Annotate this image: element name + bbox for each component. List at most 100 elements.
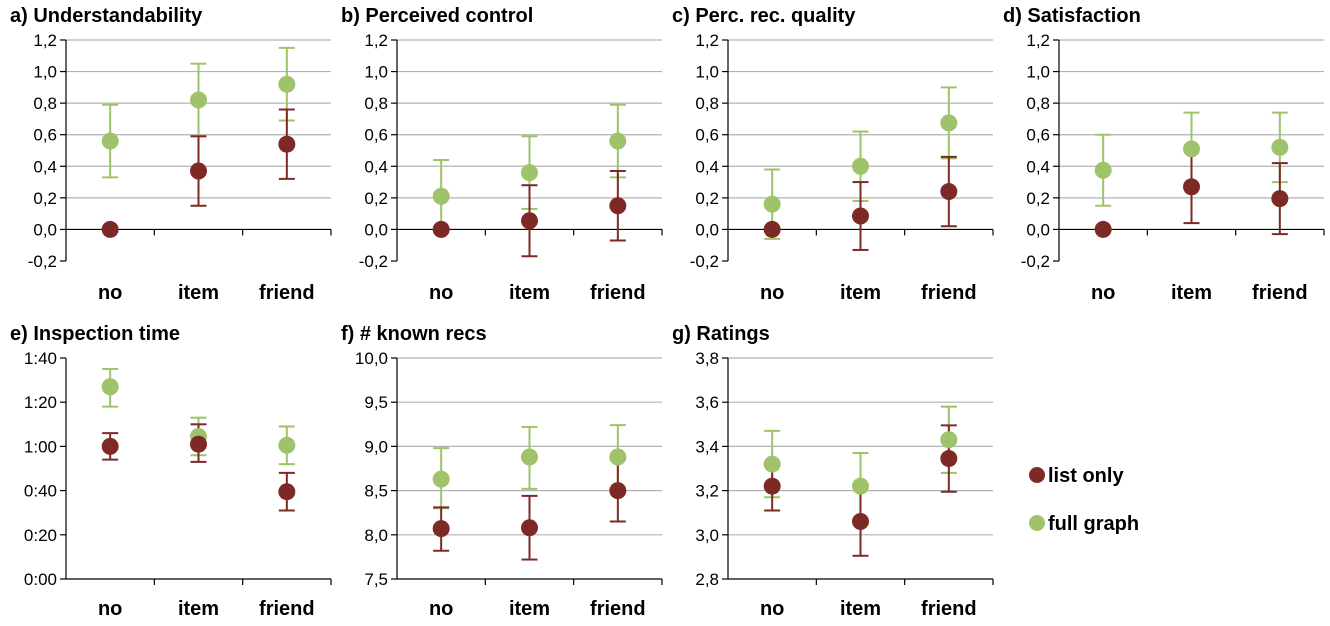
y-tick-label: -0,2 (28, 252, 57, 271)
data-point-full-graph (763, 195, 781, 213)
y-tick-label: 1,2 (695, 31, 719, 50)
legend: list only full graph (1029, 465, 1139, 535)
x-tick-label: item (178, 598, 219, 620)
x-tick-label: no (1091, 282, 1115, 304)
legend-label: full graph (1048, 513, 1139, 535)
y-tick-label: 0,4 (33, 157, 57, 176)
data-point-full-graph (940, 114, 958, 132)
y-tick-label: 0,6 (364, 126, 388, 145)
y-tick-label: 0,8 (695, 94, 719, 113)
legend-item-list-only: list only (1029, 465, 1124, 487)
chart-title: d) Satisfaction (1003, 5, 1141, 27)
x-tick-label: no (429, 282, 453, 304)
data-point-list-only (852, 513, 869, 531)
chart-panel-a: a) Understandability -0,2 0,0 0,2 0,4 0,6 0,8 1… (10, 5, 332, 304)
y-tick-label: 0,4 (1026, 157, 1050, 176)
data-point-list-only (190, 435, 207, 453)
x-tick-label: no (98, 282, 122, 304)
data-point-list-only (521, 519, 538, 537)
y-tick-label: 1,0 (695, 63, 719, 82)
data-point-full-graph (190, 91, 207, 109)
data-point-list-only (432, 220, 450, 238)
data-point-full-graph (1183, 140, 1200, 158)
data-point-list-only (940, 183, 958, 201)
x-tick-label: item (1171, 282, 1212, 304)
y-tick-label: 9,0 (364, 437, 388, 456)
data-point-full-graph (940, 431, 958, 449)
x-tick-label: friend (921, 598, 977, 620)
x-tick-label: item (509, 598, 550, 620)
x-tick-label: no (98, 598, 122, 620)
legend-marker (1029, 515, 1045, 531)
x-tick-label: item (178, 282, 219, 304)
y-tick-label: -0,2 (690, 252, 719, 271)
data-point-list-only (278, 135, 296, 153)
data-point-full-graph (521, 448, 538, 466)
data-point-list-only (101, 437, 119, 455)
y-tick-label: 0,0 (33, 220, 57, 239)
data-point-list-only (432, 520, 450, 538)
y-tick-label: 8,0 (364, 526, 388, 545)
y-tick-label: 1,2 (1026, 31, 1050, 50)
y-tick-label: 8,5 (364, 482, 388, 501)
y-tick-label: 0:20 (24, 526, 57, 545)
data-point-full-graph (852, 157, 869, 175)
chart-title: c) Perc. rec. quality (672, 5, 856, 27)
x-tick-label: friend (259, 282, 315, 304)
y-tick-label: 10,0 (355, 349, 388, 368)
chart-panel-d: d) Satisfaction -0,2 0,0 0,2 0,4 0,6 0,8 1,0 1,2… (1003, 5, 1325, 304)
chart-panel-f: f) # known recs 7,5 8,0 8,5 9,0 9,5 10,0 no item… (341, 323, 663, 620)
x-tick-label: friend (590, 282, 646, 304)
y-tick-label: 3,4 (695, 437, 719, 456)
data-point-list-only (190, 162, 207, 180)
y-tick-label: 0,6 (1026, 126, 1050, 145)
chart-title: f) # known recs (341, 323, 487, 345)
data-point-full-graph (101, 378, 119, 396)
data-point-full-graph (521, 164, 538, 182)
data-point-list-only (521, 212, 538, 230)
data-point-list-only (609, 197, 627, 215)
data-point-list-only (940, 450, 958, 468)
chart-panel-g: g) Ratings 2,8 3,0 3,2 3,4 3,6 3,8 no item friend (672, 323, 994, 620)
data-point-full-graph (1271, 138, 1289, 156)
y-tick-label: 0,2 (1026, 189, 1050, 208)
data-point-list-only (763, 220, 781, 238)
data-point-list-only (1183, 178, 1200, 196)
y-tick-label: 1,0 (33, 63, 57, 82)
y-tick-label: 0,6 (695, 126, 719, 145)
y-tick-label: 0,8 (1026, 94, 1050, 113)
data-point-full-graph (609, 448, 627, 466)
y-tick-label: 9,5 (364, 393, 388, 412)
x-tick-label: item (840, 282, 881, 304)
chart-title: e) Inspection time (10, 323, 180, 345)
x-tick-label: no (760, 598, 784, 620)
y-tick-label: 3,6 (695, 393, 719, 412)
x-tick-label: item (509, 282, 550, 304)
chart-title: b) Perceived control (341, 5, 533, 27)
y-tick-label: 1:40 (24, 349, 57, 368)
data-point-full-graph (278, 75, 296, 93)
x-tick-label: friend (259, 598, 315, 620)
y-tick-label: 0,2 (695, 189, 719, 208)
data-point-list-only (609, 482, 627, 500)
y-tick-label: 0,6 (33, 126, 57, 145)
y-tick-label: -0,2 (359, 252, 388, 271)
y-tick-label: 0,0 (1026, 220, 1050, 239)
x-tick-label: friend (1252, 282, 1308, 304)
y-tick-label: 3,2 (695, 482, 719, 501)
data-point-full-graph (609, 132, 627, 150)
x-tick-label: no (429, 598, 453, 620)
y-tick-label: -0,2 (1021, 252, 1050, 271)
y-tick-label: 1,0 (364, 63, 388, 82)
data-point-full-graph (763, 455, 781, 473)
y-tick-label: 2,8 (695, 570, 719, 589)
y-tick-label: 3,8 (695, 349, 719, 368)
data-point-list-only (278, 483, 296, 501)
data-point-full-graph (1094, 161, 1112, 179)
y-tick-label: 1,2 (364, 31, 388, 50)
legend-label: list only (1048, 465, 1124, 487)
y-tick-label: 0,0 (364, 220, 388, 239)
y-tick-label: 0:00 (24, 570, 57, 589)
chart-title: a) Understandability (10, 5, 203, 27)
legend-item-full-graph: full graph (1029, 513, 1139, 535)
